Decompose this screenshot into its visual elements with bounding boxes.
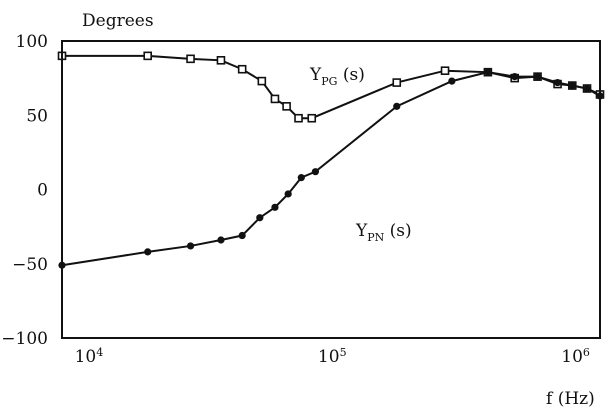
data-point-pn [284, 190, 292, 198]
data-point-pn [553, 78, 562, 87]
data-point-pn [583, 84, 591, 93]
series-layer [57, 51, 605, 269]
data-point-pn [186, 242, 195, 250]
x-tick-label: 106 [561, 346, 590, 367]
data-point-pg [143, 51, 153, 61]
y-tick-labels: 100 50 0 −50 −100 [1, 32, 48, 349]
series-label-pg: YPG (s) [309, 65, 365, 88]
data-point-pg [294, 113, 303, 123]
data-point-pg [237, 64, 247, 74]
data-point-pg [257, 76, 267, 86]
x-tick-label: 105 [318, 346, 347, 367]
data-point-pn [533, 73, 542, 81]
data-point-pn [484, 68, 492, 76]
series-labels: YPG (s) YPN (s) [309, 65, 412, 244]
data-point-pn [393, 102, 401, 110]
series-label-pn: YPN (s) [355, 221, 412, 244]
x-tick-labels: 104 105 106 [75, 346, 590, 367]
data-point-pn [311, 168, 320, 176]
y-tick-label: −100 [1, 329, 48, 349]
data-point-pg [307, 113, 317, 123]
data-point-pn [568, 81, 576, 90]
data-point-pg [186, 54, 195, 64]
y-tick-label: −50 [12, 255, 48, 275]
y-axis-label: Degrees [82, 11, 154, 31]
y-tick-label: 0 [37, 181, 48, 201]
data-point-pn [271, 203, 279, 211]
x-axis-label: f (Hz) [546, 389, 595, 409]
y-tick-label: 100 [16, 32, 48, 52]
data-point-pn [238, 231, 246, 240]
data-point-pn [217, 236, 225, 244]
data-point-pn [297, 174, 305, 182]
data-point-pg [216, 56, 226, 65]
plot-frame [61, 40, 601, 339]
data-point-pg [270, 94, 280, 104]
data-point-pg [392, 78, 402, 87]
data-point-pn [448, 77, 456, 85]
data-point-pg [282, 102, 291, 111]
y-tick-label: 50 [26, 106, 48, 126]
data-point-pn [256, 214, 264, 222]
data-point-pg [440, 66, 450, 75]
x-tick-label: 104 [75, 346, 104, 367]
data-point-pn [511, 73, 519, 81]
data-point-pn [144, 248, 152, 256]
